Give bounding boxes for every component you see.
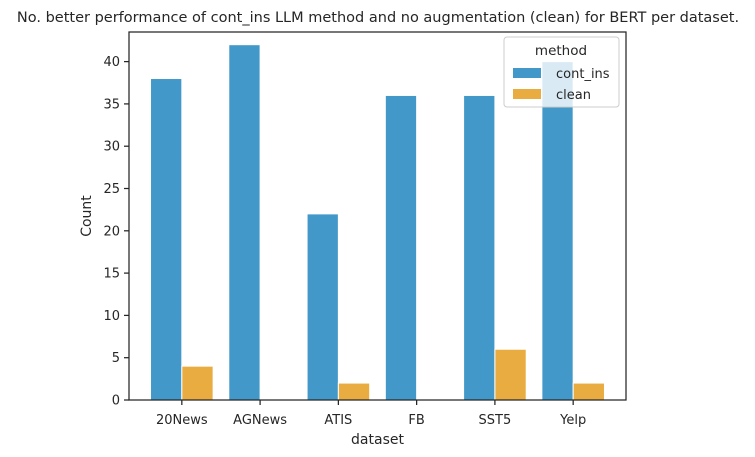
bar-cont_ins-20News xyxy=(150,78,183,401)
x-tick-label: SST5 xyxy=(479,413,512,428)
x-tick-label: ATIS xyxy=(324,413,352,428)
bars-group xyxy=(150,44,605,401)
bar-cont_ins-Yelp xyxy=(541,61,574,401)
y-tick-label: 30 xyxy=(103,140,120,155)
bar-clean-Yelp xyxy=(572,382,605,401)
y-tick-label: 15 xyxy=(103,267,120,282)
y-tick-label: 25 xyxy=(103,182,120,197)
bar-clean-20News xyxy=(181,365,214,401)
x-axis: 20News AGNews ATIS FB SST5 Yelp xyxy=(156,400,586,428)
y-axis: 0 5 10 15 20 25 30 35 40 xyxy=(103,55,129,409)
bar-cont_ins-AGNews xyxy=(228,44,261,401)
x-tick-label: 20News xyxy=(156,413,208,428)
bar-clean-SST5 xyxy=(494,348,527,401)
y-tick-label: 35 xyxy=(103,97,120,112)
x-tick-label: FB xyxy=(408,413,424,428)
legend-swatch-clean xyxy=(513,89,541,99)
legend-title: method xyxy=(535,43,587,59)
y-tick-label: 5 xyxy=(112,351,120,366)
x-axis-label: dataset xyxy=(351,432,404,448)
x-tick-label: AGNews xyxy=(233,413,287,428)
bar-clean-ATIS xyxy=(337,382,371,401)
y-tick-label: 0 xyxy=(112,394,120,409)
y-tick-label: 20 xyxy=(103,224,120,239)
legend-label-clean: clean xyxy=(556,88,591,103)
bar-cont_ins-FB xyxy=(384,94,418,401)
bar-cont_ins-ATIS xyxy=(306,213,339,401)
bar-cont_ins-SST5 xyxy=(463,94,496,401)
y-tick-label: 10 xyxy=(103,309,120,324)
x-tick-label: Yelp xyxy=(559,413,586,428)
legend-swatch-cont_ins xyxy=(513,68,541,78)
chart-title: No. better performance of cont_ins LLM m… xyxy=(17,10,739,26)
legend-label-cont_ins: cont_ins xyxy=(556,67,610,82)
y-tick-label: 40 xyxy=(103,55,120,70)
y-axis-label: Count xyxy=(79,195,95,237)
plot-frame xyxy=(128,31,627,401)
